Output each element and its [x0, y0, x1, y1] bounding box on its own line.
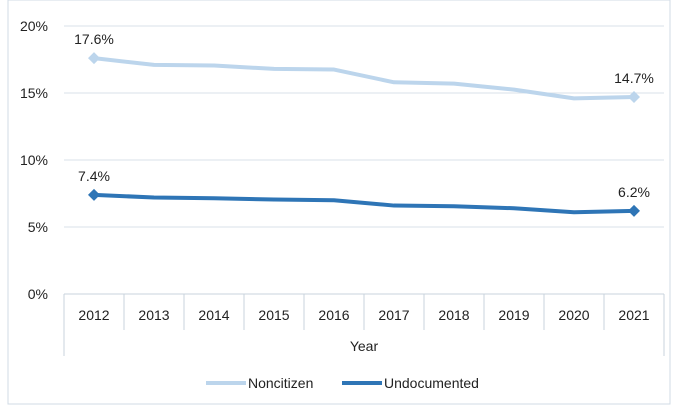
- x-axis-tick-labels: 2012 2013 2014 2015 2016 2017 2018 2019 2020 2021: [78, 307, 649, 323]
- data-point-marker: [628, 91, 640, 104]
- x-tick-label: 2021: [618, 307, 649, 323]
- legend-label: Noncitizen: [248, 375, 313, 391]
- y-tick-label: 20%: [20, 18, 48, 34]
- legend-label: Undocumented: [384, 375, 479, 391]
- data-label: 17.6%: [74, 31, 114, 47]
- y-tick-label: 10%: [20, 152, 48, 168]
- data-label: 7.4%: [78, 168, 110, 184]
- y-axis-tick-labels: 0% 5% 10% 15% 20%: [20, 18, 48, 302]
- data-point-marker: [88, 52, 100, 65]
- data-point-marker: [88, 188, 100, 201]
- series-line-undocumented: [93, 192, 635, 215]
- x-axis-title: Year: [350, 338, 379, 354]
- x-tick-label: 2012: [78, 307, 109, 323]
- x-tick-label: 2017: [378, 307, 409, 323]
- series-layer: 17.6% 14.7% 7.4% 6.2%: [74, 31, 654, 217]
- x-tick-label: 2020: [558, 307, 589, 323]
- x-tick-label: 2014: [198, 307, 229, 323]
- series-line-noncitizen: [93, 56, 635, 101]
- x-tick-label: 2013: [138, 307, 169, 323]
- y-tick-label: 15%: [20, 85, 48, 101]
- x-tick-label: 2019: [498, 307, 529, 323]
- gridlines: [64, 25, 664, 228]
- legend: Noncitizen Undocumented: [206, 375, 479, 391]
- chart-frame: [7, 0, 671, 405]
- y-tick-label: 5%: [28, 219, 48, 235]
- x-tick-label: 2015: [258, 307, 289, 323]
- y-tick-label: 0%: [28, 286, 48, 302]
- x-tick-label: 2018: [438, 307, 469, 323]
- x-tick-label: 2016: [318, 307, 349, 323]
- data-label: 6.2%: [618, 184, 650, 200]
- data-label: 14.7%: [614, 70, 654, 86]
- x-axis-category-table: [63, 294, 665, 356]
- data-point-marker: [628, 204, 640, 217]
